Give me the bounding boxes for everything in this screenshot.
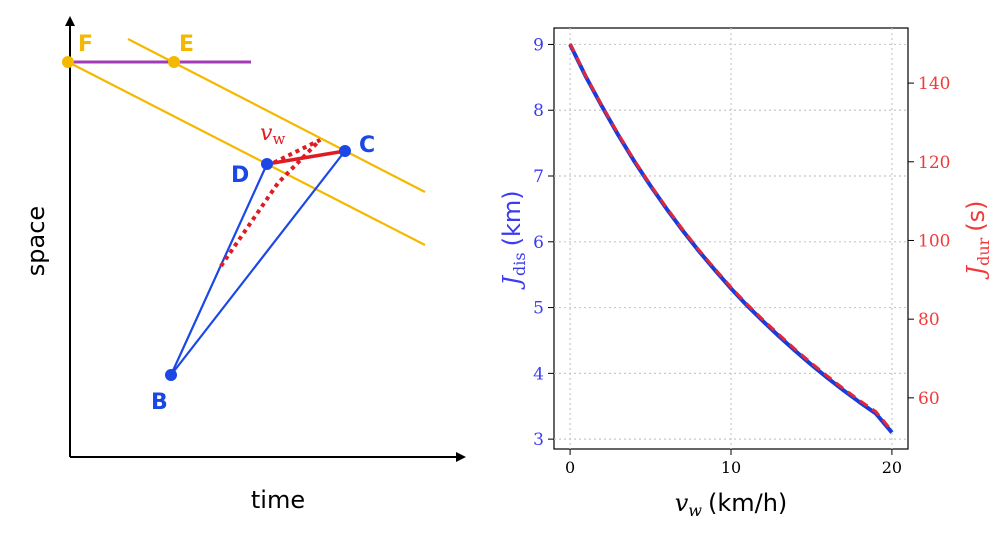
blue-line-b-d: [169, 163, 269, 376]
left-tick-label: 4: [533, 364, 544, 384]
diagram-ylabel: space: [22, 206, 50, 276]
left-tick-label: 3: [533, 430, 544, 450]
dual-axis-line-chart: 0 10 20 3 4 5 6 7 8 9 60 80 100 120 140 vw (km/h) Jdis(…: [498, 27, 993, 520]
label-d: D: [231, 163, 249, 188]
left-tick-label: 8: [533, 101, 544, 121]
x-tick-label: 10: [721, 458, 741, 477]
point-b: [165, 369, 177, 381]
chart-ticks: 0 10 20 3 4 5 6 7 8 9 60 80 100 120 140: [533, 35, 950, 477]
right-tick-label: 120: [918, 153, 950, 173]
left-tick-label: 5: [533, 299, 544, 319]
chart-left-ylabel: Jdis(km): [498, 190, 529, 290]
right-tick-label: 80: [918, 310, 940, 330]
point-e: [168, 56, 180, 68]
chart-xlabel: vw (km/h): [675, 489, 788, 520]
yellow-line-lower: [67, 61, 426, 246]
label-e: E: [179, 32, 194, 57]
left-tick-label: 7: [533, 167, 544, 187]
left-tick-label: 9: [533, 35, 544, 55]
space-time-diagram: F E B C D vw time space: [22, 16, 466, 514]
x-tick-label: 20: [882, 458, 902, 477]
red-line-d-c: [266, 149, 346, 166]
x-tick-label: 0: [565, 458, 575, 477]
chart-series: [568, 43, 894, 434]
chart-right-ylabel: Jdur(s): [962, 200, 993, 280]
series-line-j-dur: [568, 43, 894, 432]
right-tick-label: 100: [918, 231, 950, 251]
label-f: F: [78, 32, 93, 57]
label-c: C: [359, 133, 375, 158]
point-c: [339, 145, 351, 157]
point-d: [261, 158, 273, 170]
label-b: B: [151, 390, 168, 415]
point-f: [62, 56, 74, 68]
vw-label: vw: [260, 121, 285, 148]
chart-grid: [554, 28, 908, 449]
left-tick-label: 6: [533, 233, 544, 253]
right-tick-label: 140: [918, 74, 950, 94]
blue-line-b-c: [170, 150, 346, 376]
red-dotted-line: [219, 138, 322, 268]
right-tick-label: 60: [918, 389, 940, 409]
diagram-xlabel: time: [251, 486, 305, 514]
